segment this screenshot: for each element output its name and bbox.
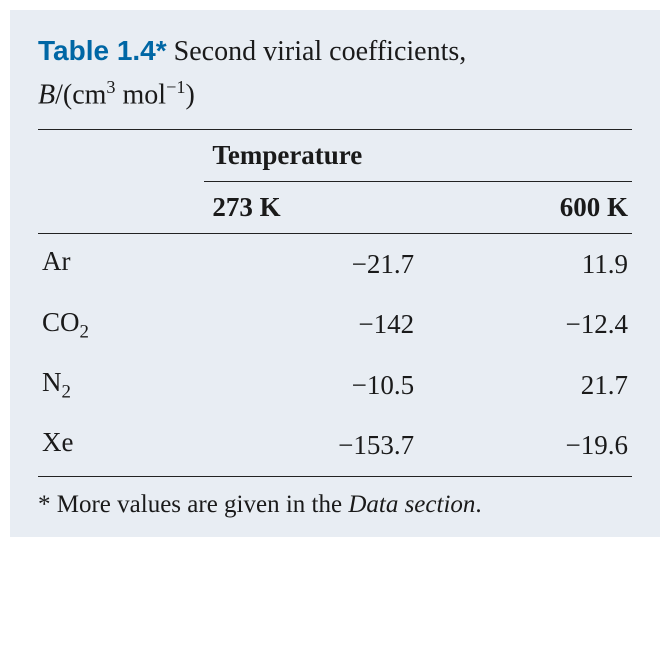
table-number: Table 1.4* bbox=[38, 35, 167, 66]
header-row-group: Temperature bbox=[38, 130, 632, 182]
header-empty bbox=[38, 130, 204, 182]
table-row: Ar −21.7 11.9 bbox=[38, 234, 632, 295]
cell-value: −12.4 bbox=[418, 295, 632, 355]
label-text: Xe bbox=[42, 427, 73, 457]
row-label: Ar bbox=[38, 234, 204, 295]
label-text: CO bbox=[42, 307, 80, 337]
subtitle-close: ) bbox=[185, 79, 194, 110]
subtitle-supm1: −1 bbox=[166, 77, 185, 97]
footnote-italic: Data section bbox=[348, 491, 475, 518]
footnote-marker: * bbox=[38, 491, 51, 518]
header-row-cols: 273 K 600 K bbox=[38, 182, 632, 234]
col-600k: 600 K bbox=[418, 182, 632, 234]
header-temperature: Temperature bbox=[204, 130, 632, 182]
subtitle-B: B bbox=[38, 79, 55, 110]
subtitle-mid: mol bbox=[116, 79, 167, 110]
row-label: CO2 bbox=[38, 295, 204, 355]
table-title: Table 1.4* Second virial coefficients, bbox=[38, 32, 632, 71]
table-panel: Table 1.4* Second virial coefficients, B… bbox=[10, 10, 660, 537]
row-label: Xe bbox=[38, 415, 204, 476]
footnote-pre: More values are given in the bbox=[51, 491, 349, 518]
col-273k: 273 K bbox=[204, 182, 418, 234]
table-caption-text: Second virial coefficients, bbox=[174, 36, 467, 67]
row-label: N2 bbox=[38, 355, 204, 415]
cell-value: 21.7 bbox=[418, 355, 632, 415]
virial-table: Temperature 273 K 600 K Ar −21.7 11.9 CO… bbox=[38, 129, 632, 477]
table-row: Xe −153.7 −19.6 bbox=[38, 415, 632, 476]
table-row: CO2 −142 −12.4 bbox=[38, 295, 632, 355]
cell-value: −142 bbox=[204, 295, 418, 355]
label-text: Ar bbox=[42, 246, 71, 276]
footnote-post: . bbox=[475, 491, 481, 518]
label-sub: 2 bbox=[62, 381, 71, 402]
subtitle-sup3: 3 bbox=[106, 77, 115, 97]
cell-value: −19.6 bbox=[418, 415, 632, 476]
table-footnote: * More values are given in the Data sect… bbox=[38, 491, 632, 519]
label-sub: 2 bbox=[80, 321, 89, 342]
subtitle-open: /(cm bbox=[55, 79, 106, 110]
cell-value: 11.9 bbox=[418, 234, 632, 295]
cell-value: −153.7 bbox=[204, 415, 418, 476]
cell-value: −10.5 bbox=[204, 355, 418, 415]
header-empty2 bbox=[38, 182, 204, 234]
table-row: N2 −10.5 21.7 bbox=[38, 355, 632, 415]
label-text: N bbox=[42, 367, 62, 397]
cell-value: −21.7 bbox=[204, 234, 418, 295]
table-subtitle: B/(cm3 mol−1) bbox=[38, 77, 632, 111]
